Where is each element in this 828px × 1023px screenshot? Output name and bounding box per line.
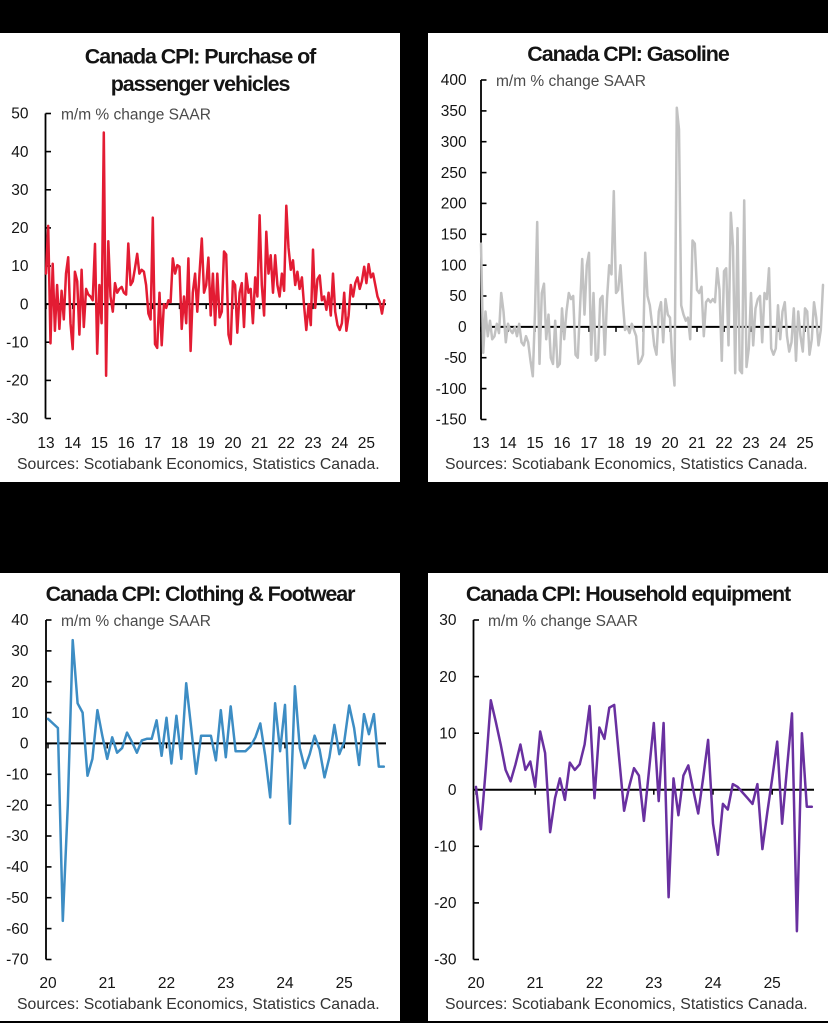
svg-text:16: 16 <box>553 435 570 452</box>
svg-text:30: 30 <box>11 643 29 660</box>
svg-text:Sources: Scotiabank Economics,: Sources: Scotiabank Economics, Statistic… <box>445 996 808 1013</box>
svg-text:-10: -10 <box>6 334 29 351</box>
svg-text:20: 20 <box>467 975 485 992</box>
svg-text:21: 21 <box>251 435 268 452</box>
svg-text:25: 25 <box>358 435 375 452</box>
svg-text:0: 0 <box>448 782 457 799</box>
svg-text:22: 22 <box>586 975 603 992</box>
svg-text:Sources: Scotiabank Economics,: Sources: Scotiabank Economics, Statistic… <box>17 996 380 1013</box>
svg-text:50: 50 <box>11 106 29 123</box>
svg-text:20: 20 <box>439 669 457 686</box>
svg-text:14: 14 <box>64 435 82 452</box>
svg-text:-20: -20 <box>434 895 457 912</box>
svg-text:14: 14 <box>499 435 517 452</box>
svg-text:Canada CPI: Purchase of: Canada CPI: Purchase of <box>85 45 317 69</box>
svg-text:21: 21 <box>688 435 705 452</box>
svg-text:250: 250 <box>441 165 467 182</box>
svg-text:Canada CPI: Household equipmen: Canada CPI: Household equipment <box>466 582 791 606</box>
svg-text:0: 0 <box>20 736 29 753</box>
svg-text:23: 23 <box>742 435 759 452</box>
svg-text:passenger vehicles: passenger vehicles <box>111 72 291 96</box>
svg-text:19: 19 <box>634 435 651 452</box>
svg-text:24: 24 <box>704 975 722 992</box>
svg-text:20: 20 <box>39 975 57 992</box>
svg-text:m/m % change SAAR: m/m % change SAAR <box>61 106 211 123</box>
svg-text:-30: -30 <box>6 828 29 845</box>
svg-text:13: 13 <box>472 435 489 452</box>
svg-text:-10: -10 <box>6 767 29 784</box>
svg-text:-60: -60 <box>6 921 29 938</box>
svg-text:24: 24 <box>769 435 787 452</box>
svg-text:15: 15 <box>526 435 543 452</box>
svg-text:-70: -70 <box>6 952 29 969</box>
svg-text:40: 40 <box>11 144 29 161</box>
svg-text:m/m % change SAAR: m/m % change SAAR <box>488 613 638 630</box>
svg-text:200: 200 <box>441 196 467 213</box>
svg-text:-50: -50 <box>444 350 467 367</box>
svg-text:-20: -20 <box>6 373 29 390</box>
svg-text:21: 21 <box>527 975 544 992</box>
svg-text:m/m % change SAAR: m/m % change SAAR <box>496 73 646 90</box>
svg-text:300: 300 <box>441 134 467 151</box>
svg-text:Sources: Scotiabank Economics,: Sources: Scotiabank Economics, Statistic… <box>445 456 808 473</box>
svg-text:-50: -50 <box>6 890 29 907</box>
svg-text:-30: -30 <box>434 952 457 969</box>
svg-text:400: 400 <box>441 72 467 89</box>
svg-text:18: 18 <box>171 435 188 452</box>
svg-text:25: 25 <box>796 435 813 452</box>
svg-text:-100: -100 <box>436 381 467 398</box>
svg-text:Canada CPI: Clothing & Footwea: Canada CPI: Clothing & Footwear <box>46 582 356 606</box>
svg-text:23: 23 <box>217 975 234 992</box>
svg-text:m/m % change SAAR: m/m % change SAAR <box>61 613 211 630</box>
svg-text:30: 30 <box>439 612 457 629</box>
svg-text:10: 10 <box>11 258 29 275</box>
svg-text:24: 24 <box>276 975 294 992</box>
svg-text:100: 100 <box>441 257 467 274</box>
svg-text:17: 17 <box>144 435 161 452</box>
svg-text:20: 20 <box>224 435 242 452</box>
svg-text:Sources: Scotiabank Economics,: Sources: Scotiabank Economics, Statistic… <box>17 456 380 473</box>
svg-text:150: 150 <box>441 227 467 244</box>
svg-text:-30: -30 <box>6 411 29 428</box>
svg-text:22: 22 <box>715 435 732 452</box>
svg-text:18: 18 <box>607 435 624 452</box>
svg-text:23: 23 <box>645 975 662 992</box>
svg-text:10: 10 <box>11 705 29 722</box>
svg-text:13: 13 <box>37 435 54 452</box>
svg-text:15: 15 <box>91 435 108 452</box>
svg-text:21: 21 <box>99 975 116 992</box>
svg-text:24: 24 <box>331 435 349 452</box>
svg-text:25: 25 <box>764 975 781 992</box>
svg-text:-40: -40 <box>6 859 29 876</box>
svg-text:22: 22 <box>278 435 295 452</box>
svg-text:0: 0 <box>458 319 467 336</box>
svg-text:17: 17 <box>580 435 597 452</box>
svg-text:20: 20 <box>661 435 679 452</box>
svg-text:350: 350 <box>441 103 467 120</box>
svg-text:40: 40 <box>11 612 29 629</box>
svg-text:10: 10 <box>439 725 457 742</box>
svg-text:19: 19 <box>198 435 215 452</box>
svg-text:Canada CPI: Gasoline: Canada CPI: Gasoline <box>527 42 730 66</box>
svg-text:-10: -10 <box>434 839 457 856</box>
svg-text:-20: -20 <box>6 797 29 814</box>
svg-text:16: 16 <box>117 435 134 452</box>
svg-text:-150: -150 <box>436 412 467 429</box>
svg-text:23: 23 <box>304 435 321 452</box>
svg-text:22: 22 <box>158 975 175 992</box>
svg-text:20: 20 <box>11 674 29 691</box>
svg-text:0: 0 <box>20 296 29 313</box>
svg-text:20: 20 <box>11 220 29 237</box>
svg-text:25: 25 <box>336 975 353 992</box>
svg-text:30: 30 <box>11 182 29 199</box>
svg-text:50: 50 <box>449 288 467 305</box>
